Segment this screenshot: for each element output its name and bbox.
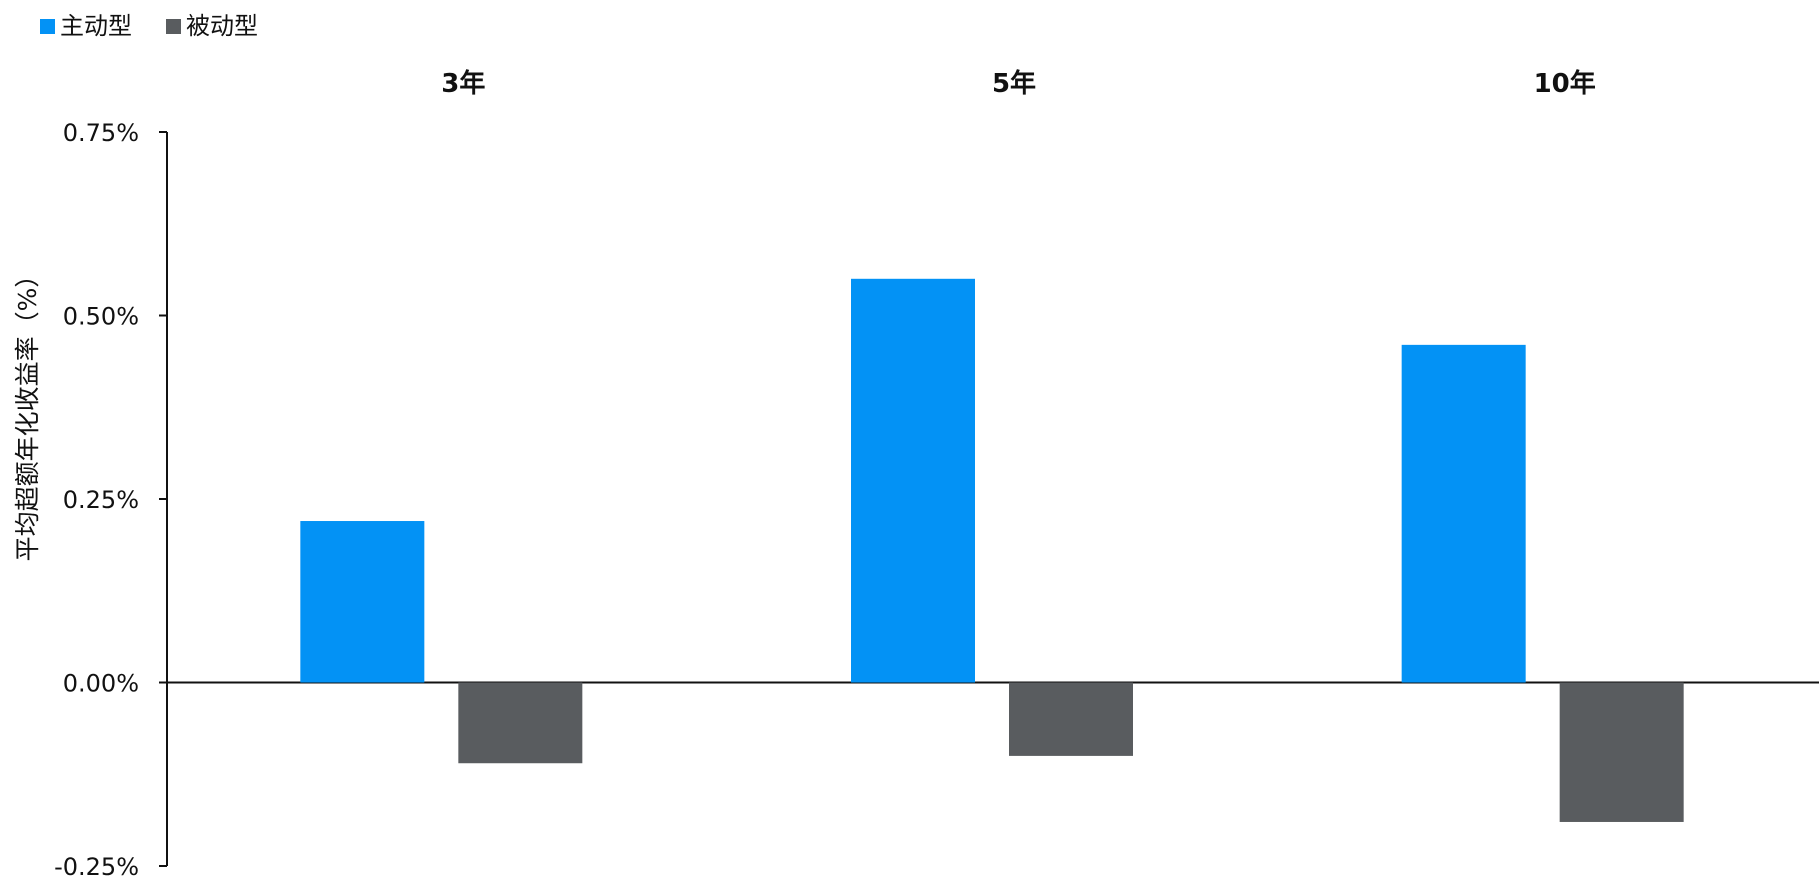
legend-item-passive: 被动型 — [166, 14, 258, 38]
legend-swatch-active — [40, 18, 55, 34]
bar-active — [1401, 344, 1526, 683]
y-axis: -0.25% 0.00% 0.25% 0.50% 0.75% — [54, 119, 1819, 877]
bar-passive — [1009, 682, 1133, 756]
legend-label-passive: 被动型 — [186, 12, 258, 40]
panel-title: 10年 — [1534, 68, 1596, 99]
y-axis-title: 平均超额年化收益率（%） — [13, 263, 42, 562]
panel-title: 3年 — [441, 68, 485, 99]
bar-active — [300, 521, 425, 683]
y-tick-label: 0.25% — [63, 486, 139, 514]
y-tick-label: 0.50% — [63, 303, 139, 331]
panel-titles: 3年 5年 10年 — [441, 68, 1595, 99]
legend-item-active: 主动型 — [40, 14, 132, 38]
bar-passive — [458, 682, 583, 764]
y-tick-label: 0.75% — [63, 119, 139, 147]
bars — [300, 278, 1684, 822]
y-tick-label: 0.00% — [63, 670, 139, 698]
y-tick-label: -0.25% — [54, 853, 139, 877]
legend-label-active: 主动型 — [60, 12, 132, 40]
panel-title: 5年 — [992, 68, 1036, 99]
legend: 主动型 被动型 — [40, 8, 292, 44]
bar-passive — [1559, 682, 1684, 822]
bar-active — [851, 278, 975, 683]
legend-swatch-passive — [166, 18, 181, 34]
